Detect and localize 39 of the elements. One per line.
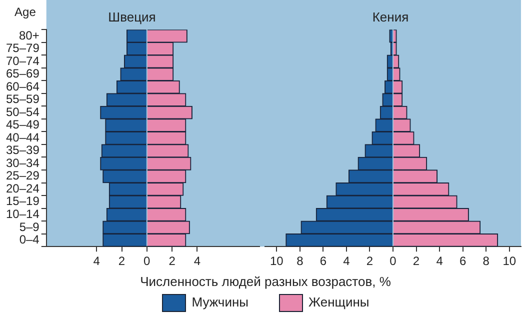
x-tick-label: 2 <box>412 254 420 268</box>
x-tick-label: 8 <box>296 254 304 268</box>
x-tick-label: 4 <box>194 254 201 268</box>
y-tick-label: 10–14 <box>6 207 40 221</box>
y-tick-label: 30–34 <box>6 156 40 170</box>
x-tick-label: 4 <box>93 254 100 268</box>
x-axis-title: Численность людей разных возрастов, % <box>139 274 392 291</box>
chart-title: Кения <box>372 9 409 24</box>
x-tick-label: 0 <box>390 254 397 268</box>
y-tick-label: 55–59 <box>6 92 40 106</box>
y-tick-label: 0–4 <box>19 232 40 247</box>
y-tick-label: 50–54 <box>6 104 40 119</box>
x-tick-label: 2 <box>118 254 126 268</box>
chart-title: Швеция <box>108 9 156 24</box>
y-tick-label: 70–74 <box>6 54 40 68</box>
x-tick-label: 6 <box>320 254 327 268</box>
y-tick-label: 60–64 <box>6 79 40 94</box>
y-tick-label: 80+ <box>19 28 40 42</box>
legend-label: Мужчины <box>190 294 248 312</box>
y-tick-label: 25–29 <box>6 168 40 183</box>
y-tick-label: 65–69 <box>6 66 40 81</box>
y-tick-label: 75–79 <box>6 41 40 56</box>
y-tick-label: 45–49 <box>6 118 40 132</box>
x-tick-label: 2 <box>366 254 374 268</box>
y-axis-title: Age <box>14 5 36 19</box>
x-tick-label: 4 <box>343 254 350 268</box>
x-tick-label: 4 <box>436 254 444 268</box>
legend-label: Женщины <box>308 294 370 312</box>
x-tick-label: 0 <box>144 254 151 268</box>
x-tick-label: 2 <box>168 254 176 268</box>
y-tick-label: 40–44 <box>6 130 40 144</box>
y-tick-label: 20–24 <box>6 181 40 196</box>
y-tick-label: 5–9 <box>19 220 40 234</box>
x-tick-label: 8 <box>482 254 490 268</box>
y-tick-label: 15–19 <box>6 194 40 208</box>
x-tick-label: 10 <box>502 254 516 268</box>
x-tick-label: 10 <box>270 254 284 268</box>
y-tick-label: 35–39 <box>6 143 40 158</box>
x-tick-label: 6 <box>459 254 466 268</box>
